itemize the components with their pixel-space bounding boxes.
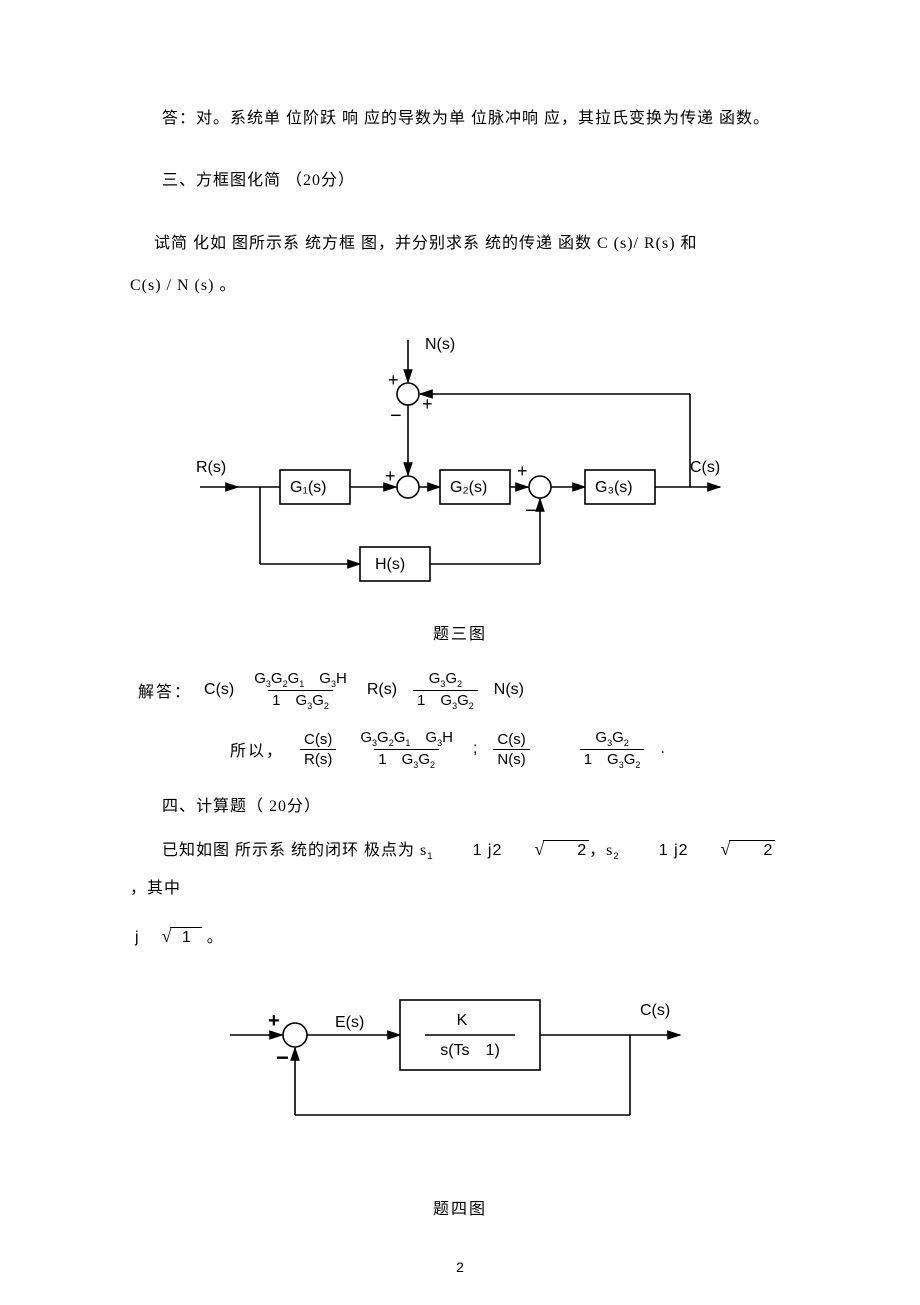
label-cs-4: C(s): [640, 1002, 670, 1019]
svg-text:K: K: [457, 1012, 468, 1029]
svg-text:−: −: [276, 1045, 289, 1070]
section-4-prompt: 已知如图 所示系 统的闭环 极点为 s1 1 j2√2，s2 1 j2√2 ，其…: [130, 832, 790, 909]
j-sym: j: [135, 929, 140, 946]
label-g3: G₃(s): [595, 479, 633, 496]
svg-text:+: +: [385, 466, 396, 486]
solve-label: 解答：: [138, 678, 192, 702]
sec4-mid: 1 j2: [473, 842, 503, 859]
therefore-label: 所以，: [230, 737, 284, 761]
sqrt-2-a: √2: [502, 840, 589, 862]
figure-4-caption: 题四图: [130, 1195, 790, 1219]
sec4-comma: ，s: [589, 842, 613, 859]
svg-text:+: +: [268, 1010, 280, 1032]
fraction-4: G3G2 1 G3G2: [580, 729, 645, 770]
solution-line-2: 所以， C(s) R(s) G3G2G1 G3H 1 G3G2 ; C(s) N…: [230, 729, 790, 770]
answer-line: 答：对。系统单 位阶跃 响 应的导数为单 位脉冲响 应，其拉氏变换为传递 函数。: [130, 100, 790, 138]
section-3-prompt: 试简 化如 图所示系 统方框 图，并分别求系 统的传递 函数 C (s)/ R(…: [130, 225, 790, 263]
sqrt-2-b: √2: [689, 840, 776, 862]
label-ns: N(s): [425, 336, 455, 353]
svg-text:+: +: [422, 394, 433, 414]
label-g1: G₁(s): [290, 479, 327, 496]
section-4-heading: 四、计算题（ 20分）: [130, 788, 790, 826]
fraction-2: G3G2 1 G3G2: [413, 670, 478, 711]
label-g2: G₂(s): [450, 479, 487, 496]
solution-line-1: 解答： C(s) G3G2G1 G3H 1 G3G2 R(s) G3G2 1 G…: [138, 670, 790, 711]
page-number: 2: [456, 1259, 464, 1275]
fraction-3: G3G2G1 G3H 1 G3G2: [356, 729, 457, 770]
label-h: H(s): [375, 556, 405, 573]
page-root: 答：对。系统单 位阶跃 响 应的导数为单 位脉冲响 应，其拉氏变换为传递 函数。…: [0, 0, 920, 1305]
svg-text:−: −: [525, 500, 537, 522]
section-3-prompt-2: C(s) / N (s) 。: [130, 267, 790, 305]
figure-3-caption: 题三图: [130, 620, 790, 644]
j-definition: j √ 1 。: [130, 919, 790, 957]
sec4-prompt-a: 已知如图 所示系 统的闭环 极点为 s: [162, 842, 427, 859]
label-cs: C(s): [690, 459, 720, 476]
sqrt-neg1: √ 1: [162, 927, 202, 949]
label-es: E(s): [335, 1014, 364, 1031]
block-diagram-4: + − E(s) K s(Ts 1) C(s): [210, 975, 710, 1145]
svg-text:−: −: [390, 405, 402, 427]
label-rs: R(s): [196, 459, 226, 476]
fraction-cs-rs: C(s) R(s): [300, 731, 336, 768]
fraction-1: G3G2G1 G3H 1 G3G2: [250, 670, 351, 711]
svg-text:s(Ts 1): s(Ts 1): [440, 1042, 500, 1059]
j-end: 。: [207, 929, 224, 946]
section-3-heading: 三、方框图化简 （20分）: [130, 162, 790, 200]
svg-text:+: +: [517, 461, 528, 481]
block-diagram-3: N(s) + + − R(s) G₁(s) +: [190, 322, 730, 602]
sec4-end: ，其中: [130, 880, 181, 897]
svg-text:+: +: [388, 370, 399, 390]
fraction-cs-ns: C(s) N(s): [493, 731, 529, 768]
sec4-mid2: 1 j2: [659, 842, 689, 859]
